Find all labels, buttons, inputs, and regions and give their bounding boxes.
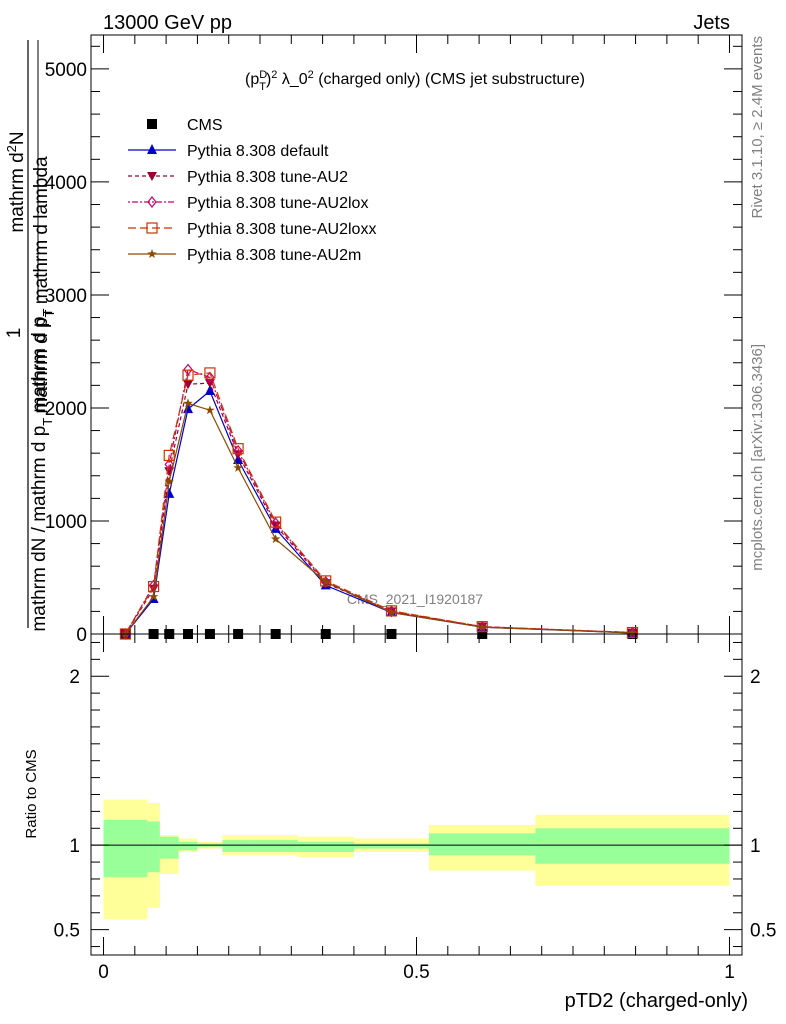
legend-label: Pythia 8.308 tune-AU2 xyxy=(187,169,348,186)
rivet-label: Rivet 3.1.10, ≥ 2.4M events xyxy=(749,36,766,219)
series-au2m xyxy=(120,398,638,638)
legend-label: Pythia 8.308 tune-AU2loxx xyxy=(187,221,376,238)
legend-entry-cms: CMS xyxy=(147,117,223,134)
legend-marker xyxy=(147,172,157,181)
legend-label: Pythia 8.308 tune-AU2m xyxy=(187,247,361,264)
ratio-band-inner xyxy=(535,828,730,864)
data-point-default xyxy=(204,385,215,396)
series-line-au2lox xyxy=(124,368,633,635)
legend-entry-default: Pythia 8.308 default xyxy=(128,143,329,160)
data-point-au2m xyxy=(321,577,331,587)
data-point-au2lox xyxy=(205,371,215,384)
header-left: 13000 GeV pp xyxy=(103,12,232,34)
header-right: Jets xyxy=(693,12,730,34)
data-point-au2m xyxy=(148,591,159,601)
data-point-au2m xyxy=(205,405,215,415)
legend-entry-au2: Pythia 8.308 tune-AU2 xyxy=(128,169,348,186)
legend-marker xyxy=(146,222,158,234)
legend-marker xyxy=(147,249,157,258)
data-point-au2loxx xyxy=(163,449,175,462)
data-point-au2loxx xyxy=(270,516,282,528)
legend-label: Pythia 8.308 tune-AU2lox xyxy=(187,195,368,212)
legend-marker xyxy=(147,196,157,208)
data-point-au2lox xyxy=(164,458,175,471)
main-ylabel: 1 mathrm d2N mathrm d pT mathrm d lambda… xyxy=(4,40,57,632)
ratio-band-inner xyxy=(429,833,536,856)
main-watermark-group: CMS_2021_I1920187 xyxy=(347,591,483,607)
data-point-default xyxy=(183,403,194,414)
main-ytick-label: 3000 xyxy=(45,286,87,307)
mcplots-label: mcplots.cern.ch [arXiv:1306.3436] xyxy=(749,344,766,571)
series-au2loxx xyxy=(119,367,639,640)
watermark: CMS_2021_I1920187 xyxy=(347,591,483,607)
ratio-axis-ticks: 0.5 0.5 1 1 2 2 0 0.5 1 xyxy=(54,634,776,983)
main-ytick-label: 0 xyxy=(76,625,87,646)
ratio-ytick-label-right: 2 xyxy=(750,667,761,688)
data-point-au2lox xyxy=(270,517,281,530)
data-point-au2m xyxy=(233,462,243,472)
data-point-au2m xyxy=(627,627,638,637)
plot-title: (pD T)2 λ_02 (charged only) (CMS jet subs… xyxy=(245,69,585,93)
ratio-ylabel: Ratio to CMS xyxy=(23,749,40,838)
ratio-band-inner xyxy=(159,836,179,859)
ratio-band-inner xyxy=(222,840,254,852)
main-ytick-label: 4000 xyxy=(45,173,87,194)
data-point-au2loxx xyxy=(232,443,244,455)
ratio-band-inner xyxy=(353,843,430,849)
main-ytick-label: 1000 xyxy=(45,512,87,533)
data-point-au2loxx xyxy=(320,575,332,587)
data-point-au2m xyxy=(477,622,487,632)
ratio-plot-frame xyxy=(90,633,743,956)
data-point-au2 xyxy=(270,521,281,531)
main-ytick-label: 5000 xyxy=(45,60,87,81)
ratio-band-inner xyxy=(103,819,148,878)
ratio-band-inner xyxy=(178,841,198,851)
ylabel-dN: mathrm d2N xyxy=(4,131,28,232)
data-point-au2m xyxy=(386,607,397,617)
ratio-ytick-label-right: 1 xyxy=(750,836,761,857)
legend-label: Pythia 8.308 default xyxy=(187,143,329,160)
legend-label: CMS xyxy=(187,117,223,134)
main-axis-ticks: 0 1000 2000 3000 4000 5000 xyxy=(45,35,742,646)
data-point-au2loxx xyxy=(385,605,398,617)
data-point-au2m xyxy=(164,476,174,486)
legend-entry-au2loxx: Pythia 8.308 tune-AU2loxx xyxy=(128,221,376,238)
legend: CMS Pythia 8.308 default Pythia 8.308 tune… xyxy=(128,117,376,264)
ratio-band-inner xyxy=(297,841,354,852)
data-point-au2m xyxy=(270,534,281,544)
legend-marker xyxy=(147,144,157,154)
x-axis-label: pTD2 (charged-only) xyxy=(565,990,748,1012)
xtick-label: 0.5 xyxy=(403,962,429,983)
xtick-label: 0 xyxy=(98,962,109,983)
ratio-ytick-label: 1 xyxy=(69,836,80,857)
data-point-au2lox xyxy=(148,579,159,592)
series-line-au2loxx xyxy=(124,372,633,635)
ratio-band-inner xyxy=(253,840,298,852)
data-point-au2lox xyxy=(183,363,193,376)
ratio-band-inner xyxy=(147,821,160,873)
ratio-bands-group xyxy=(91,799,742,920)
legend-marker xyxy=(147,119,157,129)
data-point-au2loxx xyxy=(204,367,216,379)
data-point-au2lox xyxy=(233,444,243,457)
ylabel-numerator: 1 xyxy=(4,328,25,339)
ratio-ytick-label: 0.5 xyxy=(54,921,80,942)
ratio-ytick-label-right: 0.5 xyxy=(750,921,776,942)
data-point-au2m xyxy=(183,398,193,408)
xtick-label: 1 xyxy=(724,962,735,983)
main-ytick-label: 2000 xyxy=(45,399,87,420)
legend-entry-au2lox: Pythia 8.308 tune-AU2lox xyxy=(128,195,368,212)
data-point-au2loxx xyxy=(182,369,194,381)
plot-title-text: (pD T)2 λ_02 (charged only) (CMS jet subs… xyxy=(245,69,585,93)
ratio-ytick-label: 2 xyxy=(69,667,80,688)
legend-entry-au2m: Pythia 8.308 tune-AU2m xyxy=(128,247,361,264)
data-point-au2loxx xyxy=(147,580,160,593)
